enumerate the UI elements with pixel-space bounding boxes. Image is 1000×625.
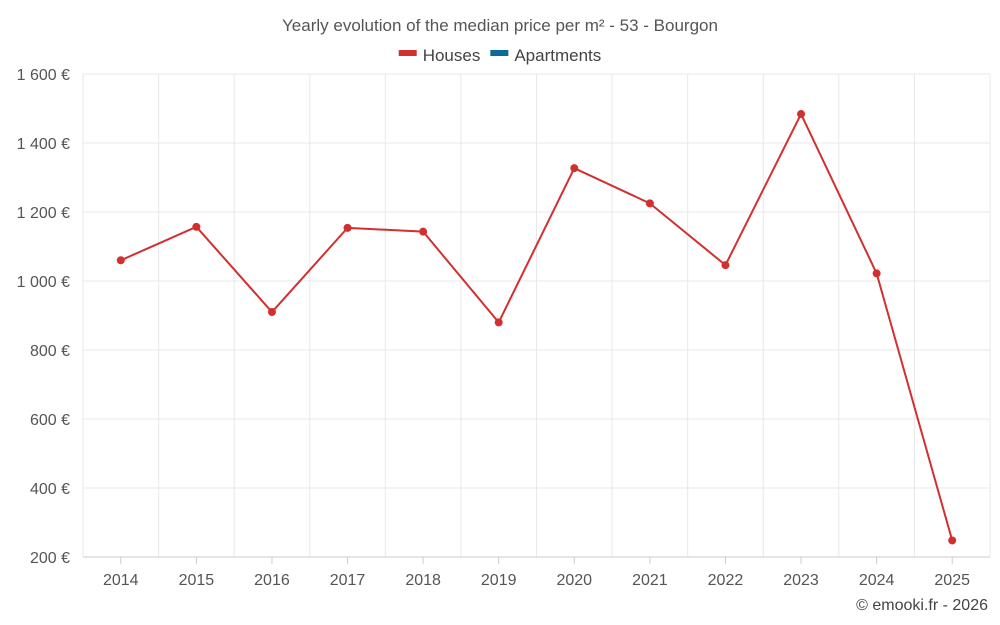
y-tick-label: 200 € (30, 550, 70, 567)
data-point[interactable] (494, 318, 503, 327)
y-tick-label: 1 000 € (17, 274, 70, 291)
y-tick-label: 800 € (30, 343, 70, 360)
y-tick-label: 400 € (30, 481, 70, 498)
x-tick-label: 2019 (481, 572, 517, 589)
series-layer (116, 110, 957, 545)
series-line-houses (120, 113, 954, 541)
credit-text: © emooki.fr - 2026 (856, 597, 988, 614)
grid (82, 73, 991, 557)
data-point[interactable] (192, 222, 201, 231)
y-tick-label: 1 600 € (17, 67, 70, 84)
x-tick-label: 2020 (556, 572, 592, 589)
legend-swatch (398, 50, 417, 56)
x-tick-label: 2016 (254, 572, 290, 589)
data-point[interactable] (721, 261, 730, 270)
y-tick-label: 1 400 € (17, 136, 70, 153)
legend: Houses Apartments (398, 46, 601, 65)
x-tick-label: 2017 (330, 572, 366, 589)
x-tick-label: 2024 (859, 572, 895, 589)
x-tick-label: 2014 (103, 572, 139, 589)
legend-label: Apartments (514, 46, 601, 65)
x-tick-label: 2023 (783, 572, 819, 589)
data-point[interactable] (116, 256, 125, 265)
x-tick-label: 2021 (632, 572, 668, 589)
data-point[interactable] (570, 164, 579, 173)
legend-label: Houses (423, 46, 481, 65)
data-point[interactable] (419, 227, 428, 236)
data-point[interactable] (267, 308, 276, 317)
y-tick-label: 1 200 € (17, 205, 70, 222)
x-tick-label: 2018 (405, 572, 441, 589)
axes: 200 € 400 € 600 € 800 € 1 000 € 1 200 € 1 400 … (17, 67, 990, 589)
x-tick-label: 2025 (934, 572, 970, 589)
legend-swatch (490, 50, 509, 56)
data-point[interactable] (797, 110, 806, 119)
x-tick-label: 2022 (708, 572, 744, 589)
x-tick-label: 2015 (179, 572, 215, 589)
legend-item-houses[interactable]: Houses (398, 46, 481, 65)
y-tick-label: 600 € (30, 412, 70, 429)
data-point[interactable] (872, 269, 881, 278)
legend-item-apartments[interactable]: Apartments (490, 46, 601, 65)
data-point[interactable] (343, 223, 352, 232)
data-point[interactable] (948, 536, 957, 545)
chart-title: Yearly evolution of the median price per… (282, 16, 718, 35)
data-point[interactable] (645, 199, 654, 208)
